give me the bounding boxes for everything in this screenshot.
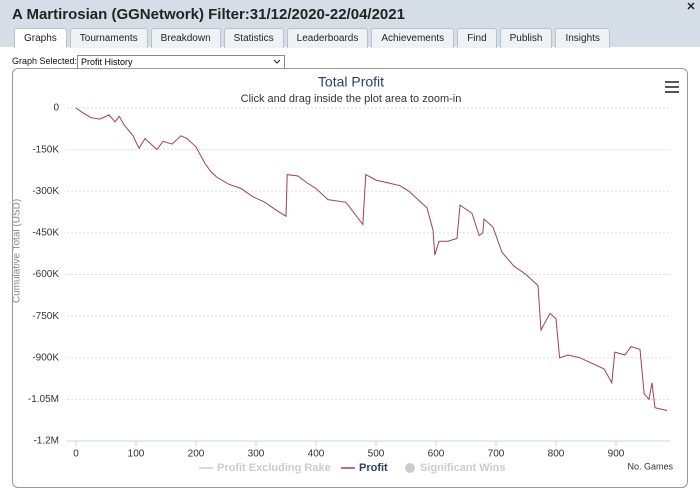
window-title: A Martirosian (GGNetwork) Filter:31/12/2… bbox=[12, 6, 405, 23]
x-tick-label: 300 bbox=[248, 449, 265, 460]
x-tick-label: 600 bbox=[428, 449, 445, 460]
y-tick-label: -600K bbox=[32, 269, 59, 280]
title-bar: A Martirosian (GGNetwork) Filter:31/12/2… bbox=[0, 0, 700, 48]
menu-button[interactable] bbox=[665, 81, 679, 93]
y-tick-label: -750K bbox=[32, 311, 59, 322]
tab[interactable]: Insights bbox=[555, 28, 610, 48]
chart-panel: Total Profit Click and drag inside the p… bbox=[12, 68, 688, 488]
graph-selector[interactable]: Profit History bbox=[77, 55, 285, 69]
legend-item: Significant Wins bbox=[420, 462, 505, 474]
legend-item: Profit Excluding Rake bbox=[217, 462, 331, 474]
profit-line bbox=[75, 107, 668, 411]
y-tick-label: -450K bbox=[32, 228, 59, 239]
x-tick-label: 200 bbox=[188, 449, 205, 460]
graph-selector-value: Profit History bbox=[81, 57, 133, 67]
tab[interactable]: Graphs bbox=[14, 28, 67, 48]
dropdown-caret bbox=[273, 59, 281, 64]
tab[interactable]: Achievements bbox=[371, 28, 455, 48]
y-axis-label: Cumulative Total (USD) bbox=[13, 199, 23, 303]
tab[interactable]: Leaderboards bbox=[286, 28, 369, 48]
y-tick-label: -150K bbox=[32, 144, 59, 155]
chart-title: Total Profit bbox=[318, 74, 384, 90]
y-tick-label: 0 bbox=[53, 103, 59, 114]
y-tick-label: -300K bbox=[32, 186, 59, 197]
x-tick-label: 900 bbox=[608, 449, 625, 460]
tab[interactable]: Tournaments bbox=[69, 28, 148, 48]
x-tick-label: 700 bbox=[488, 449, 505, 460]
tab[interactable]: Publish bbox=[499, 28, 553, 48]
tab[interactable]: Breakdown bbox=[150, 28, 221, 48]
tab[interactable]: Find bbox=[457, 28, 497, 48]
y-tick-label: -900K bbox=[32, 352, 59, 363]
y-tick-label: -1.2M bbox=[33, 436, 59, 447]
x-tick-label: 800 bbox=[548, 449, 565, 460]
close-button[interactable] bbox=[686, 1, 696, 11]
tab-bar: Graphs Tournaments Breakdown Statistics Lead… bbox=[14, 28, 610, 48]
y-tick-label: -1.05M bbox=[28, 394, 59, 405]
chart-subtitle: Click and drag inside the plot area to z… bbox=[241, 93, 462, 105]
x-tick-label: 500 bbox=[368, 449, 385, 460]
legend-symbol bbox=[405, 463, 415, 473]
tab[interactable]: Statistics bbox=[223, 28, 284, 48]
x-tick-label: 0 bbox=[73, 449, 79, 460]
legend-item: Profit bbox=[359, 462, 388, 474]
graph-selector-label: Graph Selected: bbox=[12, 56, 78, 66]
chart: Total Profit Click and drag inside the p… bbox=[12, 74, 679, 474]
x-tick-label: 400 bbox=[308, 449, 325, 460]
x-tick-label: 100 bbox=[128, 449, 145, 460]
x-axis-label: No. Games bbox=[627, 461, 673, 471]
